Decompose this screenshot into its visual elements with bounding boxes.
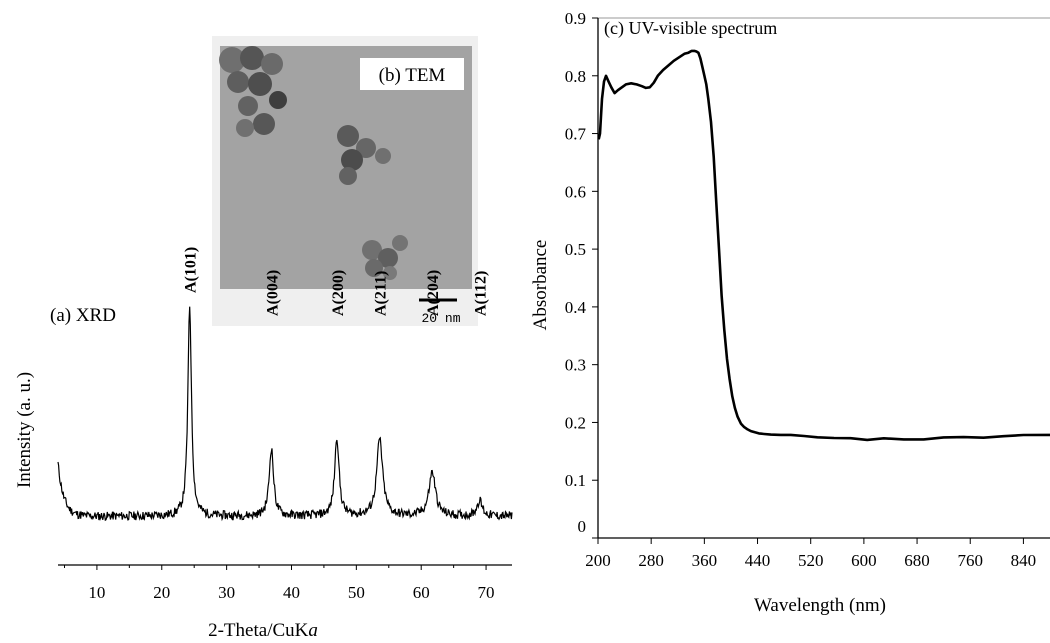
- uv-curve: [597, 49, 1050, 442]
- xrd-peak-label: A(004): [264, 270, 281, 316]
- uv-y-tick-label: 0: [578, 517, 587, 536]
- tem-nanoparticle-cluster-middle: [337, 125, 391, 185]
- xrd-peak-labels: A(101) A(004) A(200) A(211) A(204) A(112): [183, 247, 490, 316]
- uv-y-tick-label: 0.2: [565, 413, 586, 432]
- tem-nanoparticle-cluster-top-left: [219, 46, 287, 137]
- xrd-x-ticks: 10 20 30 40 50 60 70: [63, 565, 495, 602]
- uv-x-tick-label: 200: [585, 551, 611, 570]
- uv-x-tick-label: 280: [638, 551, 664, 570]
- xrd-x-tick-label: 20: [153, 583, 170, 602]
- xrd-x-tick-label: 30: [218, 583, 235, 602]
- xrd-peak-label: A(211): [373, 271, 390, 316]
- uv-y-tick-label: 0.5: [565, 240, 586, 259]
- scale-bar-label: 20 nm: [421, 311, 460, 326]
- uv-y-tick-label: 0.8: [565, 67, 586, 86]
- uv-y-tick-label: 0.4: [565, 298, 587, 317]
- uv-y-tick-label: 0.7: [565, 125, 587, 144]
- uv-y-tick-label: 0.9: [565, 9, 586, 28]
- uv-y-tick-label: 0.6: [565, 182, 586, 201]
- xrd-peak-label: A(204): [425, 270, 442, 316]
- uv-y-axis-label: Absorbance: [530, 240, 551, 331]
- uv-x-tick-label: 680: [904, 551, 930, 570]
- xrd-panel: 10 20 30 40 50 60 70 A(101) A(004) A(200) A(211) A…: [14, 247, 513, 641]
- uv-x-tick-label: 440: [745, 551, 771, 570]
- uv-x-tick-label: 760: [957, 551, 983, 570]
- uv-x-tick-label: 360: [692, 551, 718, 570]
- uv-y-tick-label: 0.3: [565, 356, 586, 375]
- xrd-peak-label: A(112): [473, 271, 490, 316]
- xrd-panel-label: (a) XRD: [50, 305, 116, 326]
- uv-x-axis-label: Wavelength (nm): [754, 595, 886, 616]
- xrd-x-tick-label: 10: [88, 583, 105, 602]
- xrd-peak-label: A(200): [330, 270, 347, 316]
- tem-label-box: [360, 58, 464, 90]
- xrd-x-tick-label: 40: [283, 583, 300, 602]
- tem-inset: (b) TEM 20 nm: [212, 36, 478, 326]
- uv-title: (c) UV-visible spectrum: [604, 18, 777, 39]
- xrd-x-tick-label: 60: [413, 583, 430, 602]
- uv-x-tick-label: 520: [798, 551, 824, 570]
- xrd-peak-label: A(101): [183, 247, 200, 293]
- xrd-y-axis-label: Intensity (a. u.): [14, 372, 35, 488]
- xrd-x-tick-label: 50: [348, 583, 365, 602]
- uv-panel: 0 0.1 0.2 0.3 0.4 0.5 0.6 0.7 0.8 0.9 200 280 360 44…: [530, 9, 1050, 616]
- uv-x-tick-label: 840: [1011, 551, 1037, 570]
- tem-nanoparticle-cluster-bottom: [362, 235, 408, 280]
- uv-x-tick-label: 600: [851, 551, 877, 570]
- xrd-curve: [57, 306, 513, 522]
- uv-x-ticks: 200 280 360 440 520 600 680 760 840: [585, 538, 1036, 570]
- xrd-x-tick-label: 70: [478, 583, 495, 602]
- uv-y-ticks: 0 0.1 0.2 0.3 0.4 0.5 0.6 0.7 0.8 0.9: [565, 9, 598, 539]
- uv-y-tick-label: 0.1: [565, 471, 586, 490]
- tem-label: (b) TEM: [379, 65, 446, 86]
- xrd-x-axis-label: 2-Theta/CuKa: [208, 620, 318, 641]
